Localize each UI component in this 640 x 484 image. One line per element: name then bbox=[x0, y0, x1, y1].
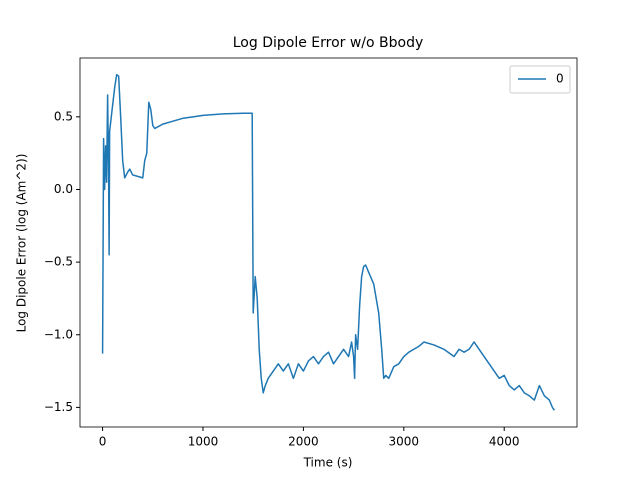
x-tick-label: 1000 bbox=[188, 435, 219, 449]
y-tick-label: 0.0 bbox=[54, 182, 73, 196]
x-axis-label: Time (s) bbox=[303, 456, 353, 470]
y-tick-label: −1.0 bbox=[44, 327, 73, 341]
y-tick-label: −0.5 bbox=[44, 255, 73, 269]
y-tick-label: 0.5 bbox=[54, 109, 73, 123]
x-tick-label: 4000 bbox=[489, 435, 520, 449]
x-tick-label: 2000 bbox=[288, 435, 319, 449]
data-line bbox=[101, 73, 556, 411]
chart-title: Log Dipole Error w/o Bbody bbox=[233, 35, 424, 51]
y-axis-label: Log Dipole Error (log (Am^2)) bbox=[15, 154, 29, 333]
legend-label: 0 bbox=[556, 72, 564, 86]
x-tick-label: 0 bbox=[99, 435, 107, 449]
x-tick-label: 3000 bbox=[389, 435, 420, 449]
y-tick-label: −1.5 bbox=[44, 400, 73, 414]
plot-frame bbox=[79, 57, 578, 428]
